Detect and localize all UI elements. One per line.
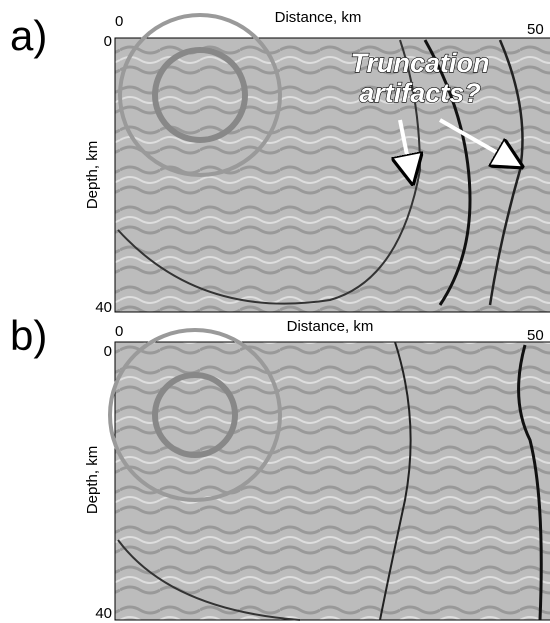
- annotation: artifacts?: [359, 78, 481, 108]
- y-tick-label: 0: [104, 33, 112, 50]
- panel-label: a): [10, 12, 47, 59]
- y-axis-label: Depth, km: [84, 141, 101, 209]
- x-tick-label: 50: [527, 327, 544, 344]
- x-tick-label: 0: [115, 13, 123, 30]
- seismic-image: [114, 37, 550, 313]
- seismic-image: [114, 341, 550, 621]
- x-tick-label: 0: [115, 323, 123, 340]
- annotation: Truncation: [350, 48, 489, 78]
- image-features: [108, 328, 543, 621]
- y-tick-label: 40: [95, 605, 112, 622]
- image-features: [117, 13, 524, 306]
- y-axis-label: Depth, km: [84, 446, 101, 514]
- panel-label: b): [10, 312, 47, 359]
- panel-b: b) Distance, km 0 50 0 40 Depth, km: [10, 312, 550, 622]
- x-axis-label: Distance, km: [275, 9, 362, 26]
- arrow: [400, 119, 410, 170]
- y-tick-label: 0: [104, 343, 112, 360]
- panel-a: Truncation artifacts? a) Distance, km 0 …: [10, 9, 550, 316]
- x-tick-label: 50: [527, 21, 544, 38]
- x-axis-label: Distance, km: [287, 318, 374, 335]
- y-tick-label: 40: [95, 299, 112, 316]
- arrow: [439, 118, 510, 160]
